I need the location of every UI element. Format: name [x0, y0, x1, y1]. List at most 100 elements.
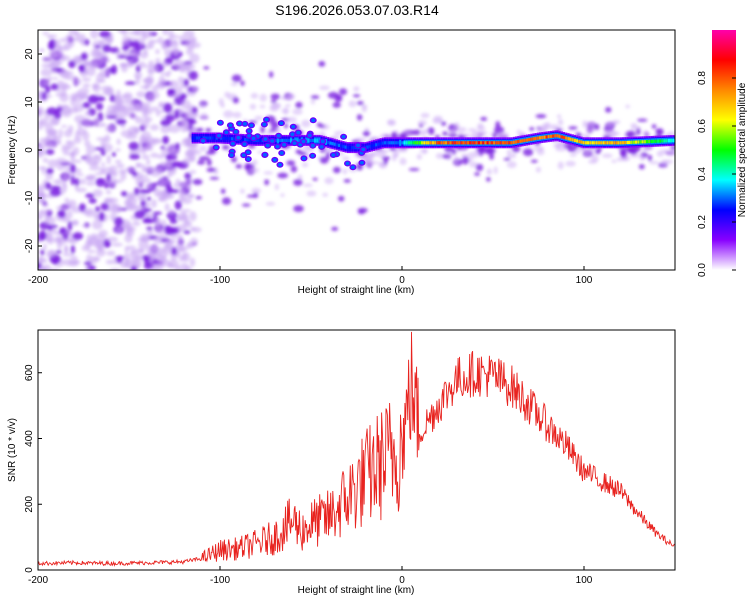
noise-speckle: [169, 226, 180, 234]
signal-speckle: [259, 104, 266, 109]
noise-speckle: [128, 141, 139, 151]
ridge-cell: [348, 146, 352, 150]
signal-speckle: [529, 127, 535, 131]
noise-speckle: [116, 163, 125, 169]
ridge-cell: [477, 141, 481, 145]
noise-speckle: [137, 61, 147, 69]
noise-speckle: [141, 178, 151, 184]
noise-speckle: [104, 134, 111, 143]
noise-speckle: [189, 53, 200, 64]
colorbar-tick-label: 0.6: [697, 119, 708, 133]
signal-speckle: [280, 96, 288, 100]
noise-speckle: [145, 77, 153, 87]
ridge-cell: [429, 141, 432, 145]
noise-speckle: [101, 123, 106, 127]
noise-speckle: [188, 70, 198, 81]
ridge-blob-core: [262, 122, 267, 127]
noise-speckle: [114, 98, 125, 106]
signal-speckle: [362, 160, 374, 168]
ridge-cell: [556, 134, 559, 138]
signal-speckle: [381, 156, 391, 161]
signal-speckle: [442, 131, 448, 136]
ridge-cell: [379, 142, 382, 146]
ridge-cell: [541, 135, 544, 140]
noise-speckle: [104, 36, 114, 44]
signal-speckle: [565, 160, 576, 167]
noise-speckle: [80, 52, 88, 61]
ridge-cell: [453, 141, 456, 145]
signal-speckle: [408, 167, 420, 172]
noise-speckle: [120, 260, 133, 266]
signal-speckle: [232, 111, 242, 119]
snr-x-tick-label: -200: [28, 575, 48, 586]
noise-speckle: [38, 117, 49, 127]
noise-speckle: [42, 58, 53, 63]
signal-speckle: [206, 158, 212, 167]
noise-speckle: [131, 40, 141, 49]
ridge-blob-core: [251, 136, 256, 141]
noise-speckle: [62, 216, 70, 223]
noise-speckle: [189, 211, 197, 222]
noise-speckle: [135, 74, 141, 85]
noise-speckle: [51, 60, 63, 65]
noise-speckle: [179, 80, 184, 89]
ridge-cell: [630, 140, 633, 144]
signal-speckle: [209, 176, 220, 180]
signal-speckle: [603, 130, 610, 136]
spectrogram-x-tick-label: -100: [210, 275, 230, 286]
ridge-cell: [490, 141, 494, 145]
ridge-cell: [211, 136, 214, 140]
ridge-blob-core: [279, 121, 284, 125]
noise-speckle: [82, 102, 91, 109]
noise-speckle: [85, 176, 93, 181]
noise-speckle: [65, 202, 72, 209]
noise-speckle: [128, 30, 141, 36]
noise-speckle: [49, 188, 62, 197]
ridge-cell: [213, 136, 216, 140]
noise-speckle: [171, 161, 181, 168]
noise-speckle: [167, 88, 176, 93]
ridge-cell: [582, 141, 585, 145]
ridge-cell: [654, 139, 657, 143]
noise-speckle: [104, 182, 109, 189]
signal-speckle: [629, 153, 641, 158]
noise-speckle: [165, 114, 176, 122]
ridge-cell: [421, 141, 424, 145]
noise-speckle: [59, 38, 67, 43]
noise-speckle: [151, 137, 160, 144]
ridge-cell: [656, 139, 660, 143]
signal-speckle: [343, 178, 351, 183]
ridge-cell: [438, 141, 441, 145]
ridge-cell: [259, 138, 262, 142]
noise-speckle: [101, 58, 111, 63]
noise-speckle: [121, 94, 132, 99]
ridge-cell: [191, 136, 194, 140]
ridge-cell: [571, 138, 574, 142]
signal-speckle: [655, 128, 664, 136]
ridge-cell: [340, 144, 343, 148]
signal-speckle: [231, 74, 242, 83]
noise-speckle: [153, 92, 160, 99]
signal-speckle: [477, 130, 488, 136]
signal-speckle: [192, 178, 203, 186]
signal-speckle: [420, 112, 430, 118]
ridge-cell: [318, 138, 321, 142]
signal-speckle: [301, 119, 311, 128]
noise-speckle: [146, 196, 152, 201]
ridge-cell: [204, 136, 208, 140]
ridge-blob-core: [277, 162, 282, 167]
ridge-cell: [401, 141, 404, 145]
noise-speckle: [155, 112, 161, 117]
ridge-blob-core: [247, 129, 252, 133]
signal-speckle: [303, 183, 313, 187]
signal-speckle: [220, 188, 226, 194]
noise-speckle: [111, 242, 124, 247]
noise-speckle: [116, 138, 121, 146]
noise-speckle: [61, 124, 68, 128]
ridge-cell: [287, 138, 290, 142]
noise-speckle: [141, 130, 152, 141]
snr-y-tick-label: 400: [24, 430, 35, 447]
noise-speckle: [96, 178, 106, 182]
noise-speckle: [53, 110, 62, 120]
noise-speckle: [166, 168, 177, 173]
